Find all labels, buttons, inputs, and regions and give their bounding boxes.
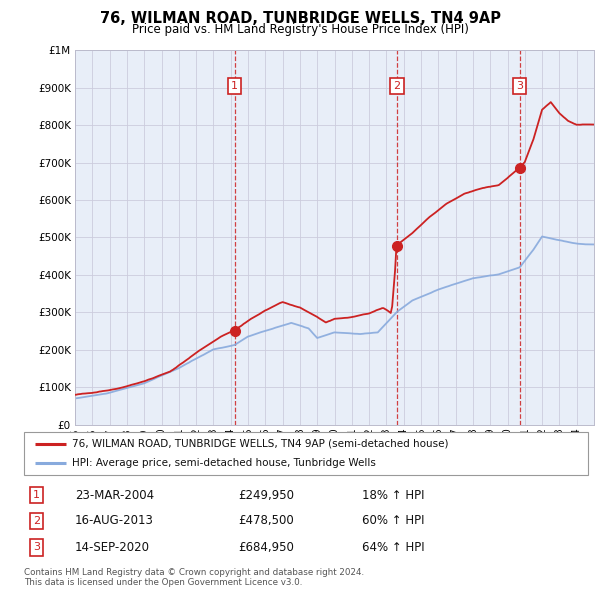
Text: 3: 3 — [516, 81, 523, 91]
Text: 76, WILMAN ROAD, TUNBRIDGE WELLS, TN4 9AP (semi-detached house): 76, WILMAN ROAD, TUNBRIDGE WELLS, TN4 9A… — [72, 439, 448, 449]
Text: Price paid vs. HM Land Registry's House Price Index (HPI): Price paid vs. HM Land Registry's House … — [131, 23, 469, 36]
Text: 64% ↑ HPI: 64% ↑ HPI — [362, 541, 425, 554]
Text: 18% ↑ HPI: 18% ↑ HPI — [362, 489, 425, 502]
Text: 1: 1 — [231, 81, 238, 91]
Text: 1: 1 — [33, 490, 40, 500]
Text: £478,500: £478,500 — [238, 514, 294, 527]
Text: 2: 2 — [33, 516, 40, 526]
Text: 23-MAR-2004: 23-MAR-2004 — [75, 489, 154, 502]
Text: 60% ↑ HPI: 60% ↑ HPI — [362, 514, 425, 527]
Text: 3: 3 — [33, 542, 40, 552]
Text: 76, WILMAN ROAD, TUNBRIDGE WELLS, TN4 9AP: 76, WILMAN ROAD, TUNBRIDGE WELLS, TN4 9A… — [100, 11, 500, 25]
Text: £684,950: £684,950 — [238, 541, 294, 554]
Text: HPI: Average price, semi-detached house, Tunbridge Wells: HPI: Average price, semi-detached house,… — [72, 458, 376, 468]
Text: 2: 2 — [394, 81, 401, 91]
Text: Contains HM Land Registry data © Crown copyright and database right 2024.
This d: Contains HM Land Registry data © Crown c… — [24, 568, 364, 587]
Text: £249,950: £249,950 — [238, 489, 295, 502]
Text: 14-SEP-2020: 14-SEP-2020 — [75, 541, 150, 554]
Text: 16-AUG-2013: 16-AUG-2013 — [75, 514, 154, 527]
FancyBboxPatch shape — [24, 432, 588, 475]
